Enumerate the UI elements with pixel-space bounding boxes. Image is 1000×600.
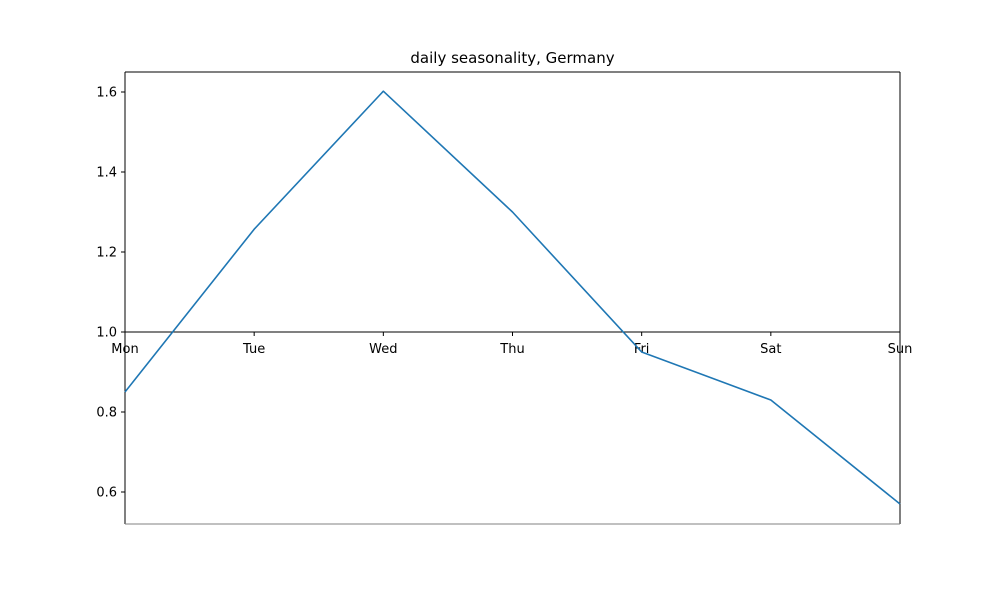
x-tick-label: Sat [760,342,781,357]
y-tick-label: 1.4 [96,166,117,181]
x-tick-label: Sun [888,342,913,357]
x-tick-label: Mon [111,342,138,357]
y-tick-label: 1.2 [96,246,117,261]
x-tick-label: Tue [242,342,265,357]
y-tick-label: 0.8 [96,406,117,421]
x-tick-label: Thu [499,342,524,357]
y-tick-label: 1.0 [96,326,117,341]
y-tick-label: 0.6 [96,486,117,501]
chart-title: daily seasonality, Germany [410,49,614,67]
y-tick-label: 1.6 [96,86,117,101]
series-line [124,90,901,505]
x-tick-label: Wed [369,342,397,357]
